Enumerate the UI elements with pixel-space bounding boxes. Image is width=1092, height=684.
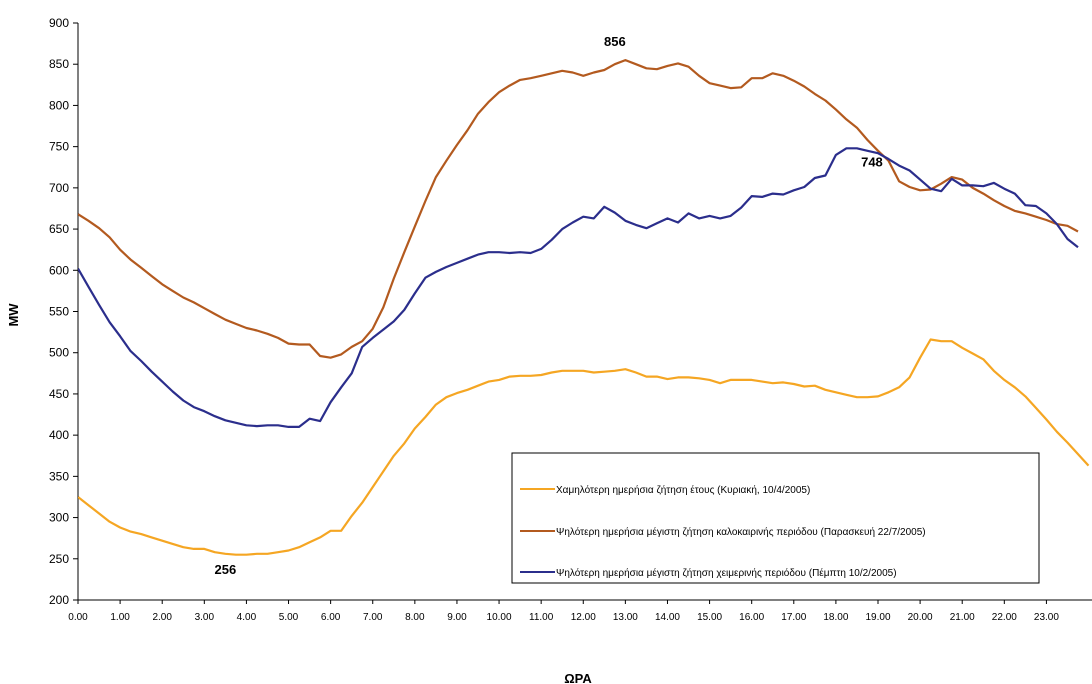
x-tick-label: 19.00 — [865, 612, 890, 623]
legend: Χαμηλότερη ημερήσια ζήτηση έτους (Κυριακ… — [511, 452, 1040, 584]
legend-label-1: Χαμηλότερη ημερήσια ζήτηση έτους (Κυριακ… — [556, 484, 810, 496]
x-tick-label: 4.00 — [237, 612, 257, 623]
x-tick-label: 23.00 — [1034, 612, 1059, 623]
x-tick-label: 21.00 — [950, 612, 975, 623]
y-tick-label: 200 — [49, 593, 69, 607]
y-tick-label: 450 — [49, 387, 69, 401]
y-tick-label: 250 — [49, 552, 69, 566]
x-tick-label: 8.00 — [405, 612, 425, 623]
x-tick-label: 17.00 — [781, 612, 806, 623]
x-tick-label: 6.00 — [321, 612, 341, 623]
x-tick-label: 15.00 — [697, 612, 722, 623]
x-tick-label: 20.00 — [908, 612, 933, 623]
x-tick-label: 12.00 — [571, 612, 596, 623]
series-line-2 — [78, 59, 1079, 359]
y-tick-label: 650 — [49, 222, 69, 236]
y-tick-label: 850 — [49, 57, 69, 71]
x-tick-label: 0.00 — [68, 612, 88, 623]
y-tick-label: 400 — [49, 428, 69, 442]
x-tick-label: 5.00 — [279, 612, 299, 623]
y-axis: 200 250 300 350 400 450 500 550 600 650 700 750 800 8… — [49, 16, 79, 607]
data-label-748: 748 — [861, 154, 883, 169]
series-line-1 — [78, 338, 1090, 556]
y-tick-label: 800 — [49, 98, 69, 112]
y-tick-label: 300 — [49, 511, 69, 525]
legend-label-2: Ψηλότερη ημερήσια μέγιστη ζήτηση καλοκαι… — [556, 526, 926, 538]
x-tick-label: 22.00 — [992, 612, 1017, 623]
data-label-856: 856 — [604, 34, 626, 49]
x-tick-label: 10.00 — [487, 612, 512, 623]
series-line-3 — [78, 147, 1079, 428]
x-tick-label: 18.00 — [823, 612, 848, 623]
y-tick-label: 700 — [49, 181, 69, 195]
x-tick-label: 2.00 — [152, 612, 172, 623]
x-tick-label: 9.00 — [447, 612, 467, 623]
data-label-256: 256 — [215, 562, 237, 577]
x-tick-label: 11.00 — [529, 612, 554, 623]
annotation-layer: 856 748 256 — [215, 34, 883, 577]
x-axis-title: ΩΡΑ — [564, 671, 592, 684]
x-tick-label: 14.00 — [655, 612, 680, 623]
x-tick-label: 3.00 — [195, 612, 215, 623]
y-tick-label: 500 — [49, 346, 69, 360]
y-tick-label: 900 — [49, 16, 69, 30]
y-tick-label: 600 — [49, 263, 69, 277]
y-tick-label: 350 — [49, 469, 69, 483]
y-axis-title: MW — [6, 303, 21, 327]
x-tick-label: 1.00 — [110, 612, 130, 623]
series-layer — [78, 59, 1090, 556]
x-tick-label: 13.00 — [613, 612, 638, 623]
legend-box — [511, 452, 1040, 584]
x-axis: 0.00 1.00 2.00 3.00 4.00 5.00 6.00 7.00 8.00 9.00… — [68, 599, 1092, 623]
legend-label-3: Ψηλότερη ημερήσια μέγιστη ζήτηση χειμερι… — [556, 567, 897, 579]
y-tick-label: 750 — [49, 140, 69, 154]
x-tick-label: 7.00 — [363, 612, 383, 623]
y-tick-label: 550 — [49, 305, 69, 319]
x-tick-label: 16.00 — [739, 612, 764, 623]
